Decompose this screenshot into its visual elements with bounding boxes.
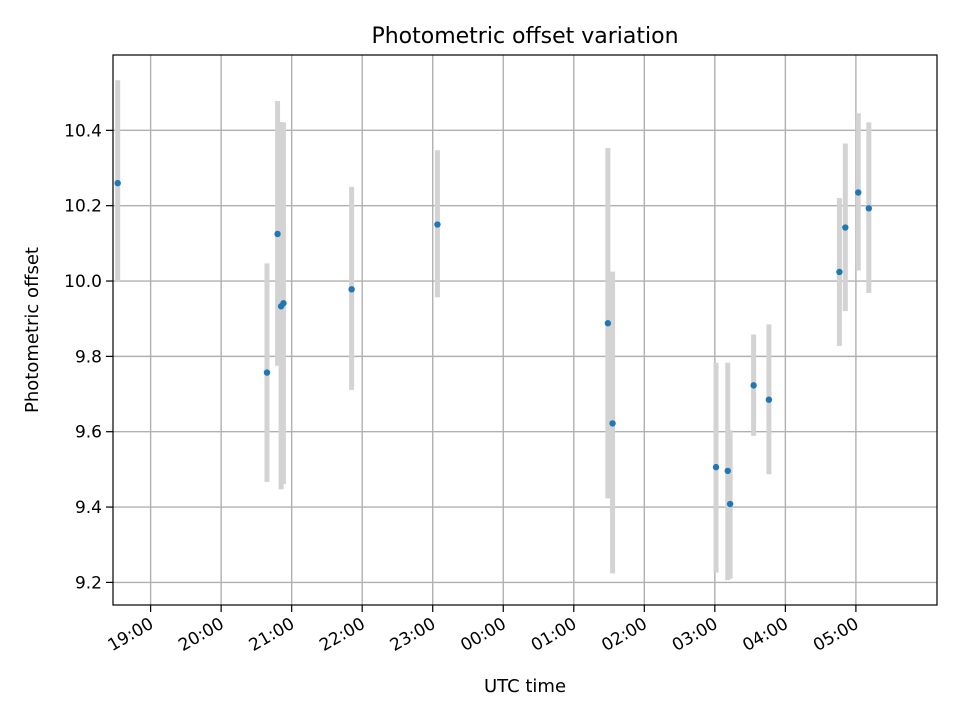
data-point <box>274 230 281 238</box>
data-point <box>604 320 612 327</box>
data-point <box>712 463 720 471</box>
data-point <box>765 396 773 403</box>
data-point <box>865 205 873 212</box>
data-point <box>836 268 843 276</box>
x-axis-label: UTC time <box>484 676 566 697</box>
data-point <box>348 286 355 293</box>
y-tick-label: 10.2 <box>64 197 102 217</box>
data-point <box>724 467 731 475</box>
y-tick-label: 9.6 <box>75 423 102 443</box>
data-point <box>842 224 849 231</box>
data-point <box>263 369 271 376</box>
y-tick-label: 9.4 <box>75 498 102 518</box>
chart-title: Photometric offset variation <box>371 24 678 49</box>
data-point <box>609 420 616 427</box>
y-tick-label: 10.0 <box>64 272 102 292</box>
plot-frame <box>112 54 938 606</box>
data-point <box>855 189 862 196</box>
y-tick-label: 10.4 <box>64 121 102 141</box>
data-point <box>434 221 441 228</box>
y-axis-ticks: 9.2 9.4 9.6 9.8 10.0 10.2 10.4 <box>64 121 113 593</box>
y-tick-label: 9.8 <box>75 347 102 367</box>
y-tick-label: 9.2 <box>75 573 102 593</box>
data-point <box>726 500 734 508</box>
data-point <box>750 382 757 389</box>
data-point <box>114 179 121 187</box>
y-axis-label: Photometric offset <box>22 247 43 413</box>
data-point <box>280 300 287 307</box>
data-points <box>114 179 873 508</box>
